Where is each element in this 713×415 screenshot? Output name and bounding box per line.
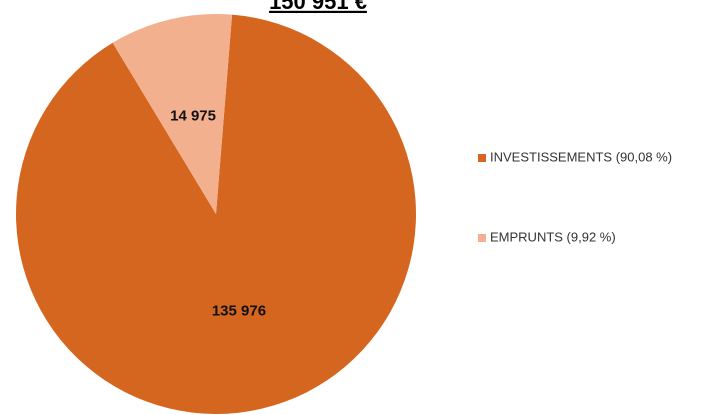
legend-swatch <box>478 154 486 162</box>
pie-slice <box>15 14 417 414</box>
chart-title: 150 951 € <box>269 0 367 14</box>
legend-label: EMPRUNTS (9,92 %) <box>490 229 616 244</box>
legend-swatch <box>478 234 486 242</box>
data-label: 135 976 <box>212 302 266 319</box>
pie-slice <box>112 13 233 214</box>
data-label: 14 975 <box>170 108 216 125</box>
legend-label: INVESTISSEMENTS (90,08 %) <box>490 149 672 164</box>
